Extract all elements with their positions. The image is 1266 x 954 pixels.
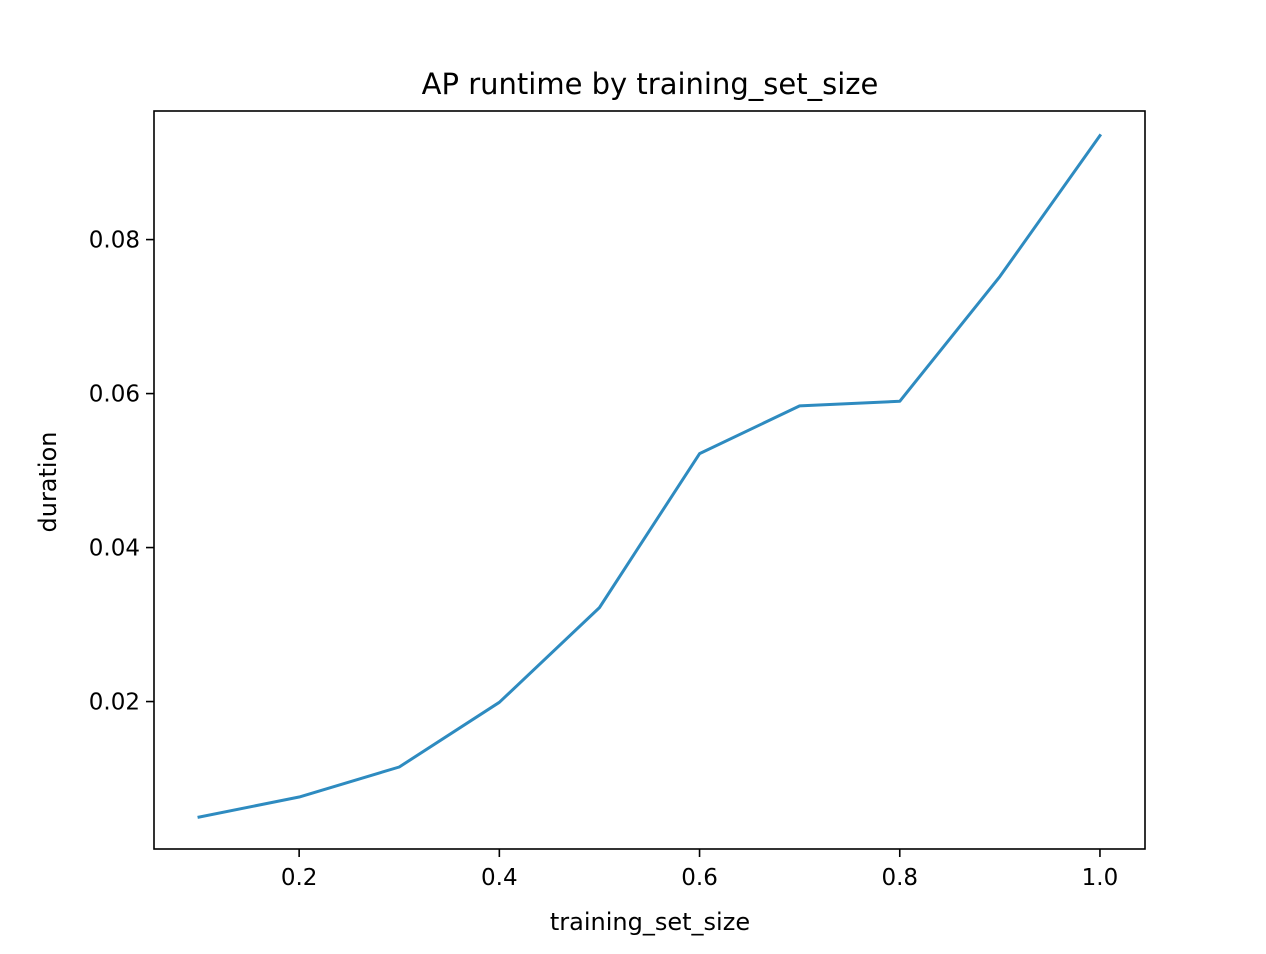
x-tick-label: 0.2 — [281, 865, 318, 891]
plot-area — [197, 133, 1103, 819]
y-axis: 0.02 0.04 0.06 0.08 — [89, 228, 154, 716]
y-tick-label: 0.02 — [89, 690, 140, 716]
y-axis-label: duration — [34, 432, 62, 533]
y-tick-label: 0.04 — [89, 536, 140, 562]
chart-title: AP runtime by training_set_size — [422, 67, 879, 101]
x-axis: 0.2 0.4 0.6 0.8 1.0 — [281, 849, 1118, 891]
plot-frame — [153, 110, 1146, 850]
x-axis-label: training_set_size — [550, 908, 750, 936]
x-tick-label: 0.6 — [681, 865, 718, 891]
series-line-0 — [197, 133, 1103, 819]
x-tick-label: 1.0 — [1082, 865, 1119, 891]
y-tick-label: 0.06 — [89, 382, 140, 408]
y-tick-label: 0.08 — [89, 228, 140, 254]
x-tick-label: 0.8 — [881, 865, 918, 891]
x-tick-label: 0.4 — [481, 865, 518, 891]
